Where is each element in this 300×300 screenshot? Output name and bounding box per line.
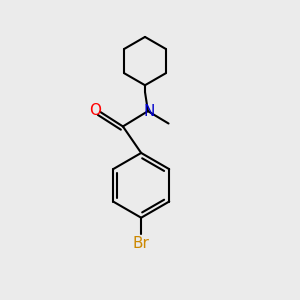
Text: Br: Br bbox=[133, 236, 150, 251]
Text: N: N bbox=[143, 103, 154, 118]
Text: O: O bbox=[88, 103, 101, 118]
